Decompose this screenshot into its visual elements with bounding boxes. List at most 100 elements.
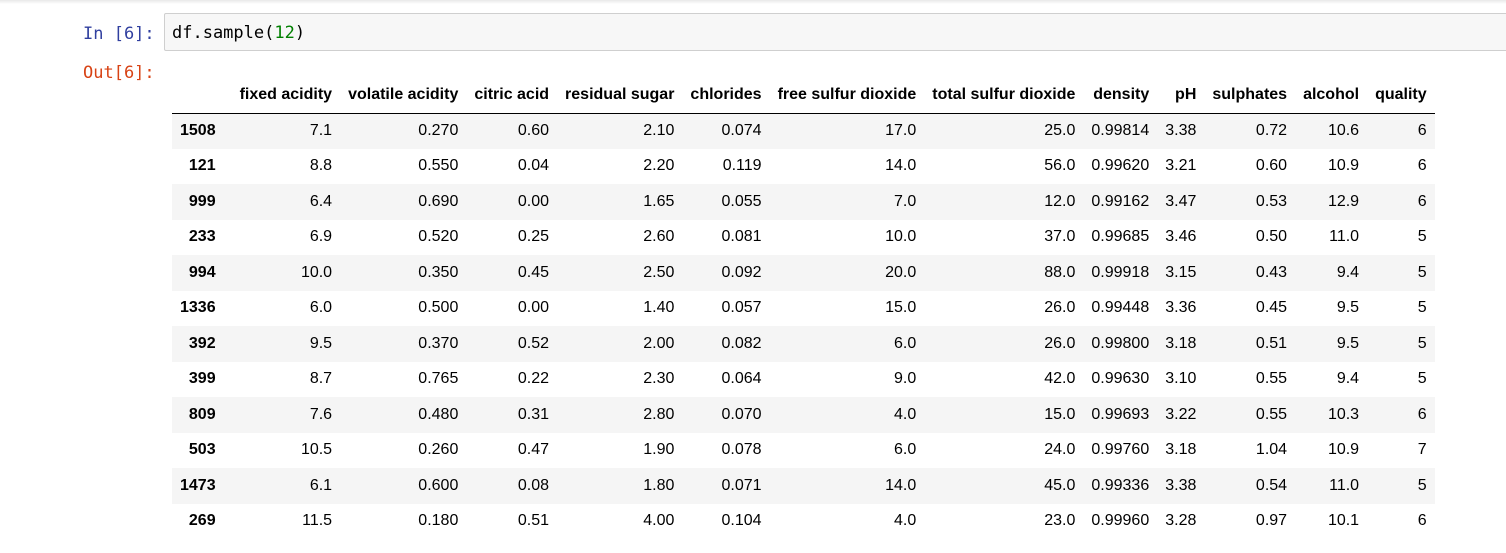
- table-cell: 6: [1417, 122, 1427, 139]
- table-cell: 0.480: [418, 405, 459, 423]
- table-header-row: fixed acidity volatile acidity citric acid…: [172, 78, 1435, 114]
- table-cell: 5: [1417, 476, 1427, 494]
- table-cell: 6: [1417, 157, 1427, 175]
- table-cell: 0.08: [517, 476, 550, 494]
- table-cell: 3.22: [1165, 405, 1197, 423]
- table-cell: 8.7: [309, 370, 333, 388]
- table-cell: 0.97: [1255, 512, 1288, 530]
- table-cell: 0.99693: [1091, 405, 1150, 423]
- column-header: free sulfur dioxide: [769, 78, 925, 114]
- table-cell: 0.45: [1255, 299, 1288, 317]
- table-cell: 1.90: [643, 441, 675, 459]
- output-prompt: Out[6]:: [83, 63, 155, 83]
- code-cell-input[interactable]: df.sample(12): [164, 13, 1506, 51]
- table-cell: 6: [1417, 512, 1427, 530]
- column-header: chlorides: [682, 78, 770, 114]
- table-cell: 7: [1417, 441, 1427, 459]
- table-cell: 10.6: [1327, 122, 1360, 139]
- table-cell: 9.0: [894, 370, 917, 388]
- table-cell: 0.081: [721, 228, 762, 246]
- table-row: 269 11.5 0.180 0.51 4.00 0.104 4.0 23.0 0.99960 3…: [172, 503, 1435, 539]
- table-cell: 0.064: [721, 370, 762, 388]
- table-cell: 0.25: [517, 228, 550, 246]
- table-cell: 0.055: [721, 192, 762, 210]
- table-cell: 26.0: [1044, 299, 1076, 317]
- column-header: alcohol: [1295, 78, 1368, 114]
- table-cell: 12.9: [1327, 192, 1360, 210]
- table-cell: 0.119: [722, 157, 762, 175]
- table-cell: 0.99620: [1091, 157, 1150, 175]
- table-cell: 0.72: [1255, 122, 1288, 139]
- table-cell: 9.5: [1336, 299, 1360, 317]
- table-cell: 0.00: [517, 299, 550, 317]
- table-cell: 0.520: [418, 228, 459, 246]
- table-cell: 2.60: [643, 228, 675, 246]
- table-cell: 0.765: [418, 370, 459, 388]
- table-row: 1473 6.1 0.600 0.08 1.80 0.071 14.0 45.0 0.99336…: [172, 468, 1435, 504]
- table-row: 1508 7.1 0.270 0.60 2.10 0.074 17.0 25.0 0.99814…: [172, 113, 1435, 149]
- table-cell: 0.550: [418, 157, 459, 175]
- table-cell: 0.50: [1255, 228, 1288, 246]
- table-cell: 0.070: [721, 405, 762, 423]
- table-cell: 6.4: [309, 192, 333, 210]
- table-cell: 5: [1417, 370, 1427, 388]
- column-header: pH: [1157, 78, 1205, 114]
- table-cell: 0.092: [721, 263, 762, 281]
- table-cell: 0.500: [418, 299, 459, 317]
- table-cell: 2.10: [643, 122, 675, 139]
- table-cell: 0.99336: [1091, 476, 1150, 494]
- row-index: 233: [188, 228, 216, 246]
- table-cell: 14.0: [885, 157, 917, 175]
- column-header: total sulfur dioxide: [924, 78, 1084, 114]
- table-cell: 7.6: [309, 405, 333, 423]
- table-cell: 3.38: [1165, 476, 1197, 494]
- table-cell: 23.0: [1044, 512, 1076, 530]
- table-cell: 56.0: [1044, 157, 1076, 175]
- table-cell: 0.260: [418, 441, 459, 459]
- table-cell: 0.078: [721, 441, 762, 459]
- table-cell: 3.18: [1165, 441, 1197, 459]
- table-cell: 3.10: [1165, 370, 1197, 388]
- table-cell: 6: [1417, 192, 1427, 210]
- table-cell: 0.55: [1255, 370, 1288, 388]
- table-row: 233 6.9 0.520 0.25 2.60 0.081 10.0 37.0 0.99685 3…: [172, 219, 1435, 255]
- table-cell: 10.9: [1327, 441, 1360, 459]
- input-prompt: In [6]:: [83, 24, 155, 44]
- table-cell: 0.47: [517, 441, 550, 459]
- table-cell: 8.8: [309, 157, 333, 175]
- table-cell: 7.1: [309, 122, 333, 139]
- table-cell: 2.50: [643, 263, 675, 281]
- row-index: 392: [188, 334, 216, 352]
- table-cell: 0.99448: [1091, 299, 1150, 317]
- table-cell: 11.0: [1329, 476, 1360, 494]
- table-cell: 2.20: [643, 157, 675, 175]
- table-cell: 10.9: [1327, 157, 1360, 175]
- table-cell: 3.28: [1165, 512, 1197, 530]
- table-cell: 0.350: [418, 263, 459, 281]
- table-cell: 4.0: [894, 405, 917, 423]
- table-cell: 5: [1417, 299, 1427, 317]
- table-cell: 14.0: [885, 476, 917, 494]
- table-cell: 2.00: [643, 334, 675, 352]
- code-line[interactable]: df.sample(12): [172, 23, 305, 43]
- table-cell: 0.270: [418, 122, 459, 139]
- table-cell: 3.38: [1165, 122, 1197, 139]
- table-cell: 12.0: [1044, 192, 1076, 210]
- column-header: citric acid: [466, 78, 558, 114]
- table-cell: 10.5: [300, 441, 333, 459]
- row-index: 809: [188, 405, 216, 423]
- table-cell: 0.99630: [1091, 370, 1150, 388]
- table-cell: 0.370: [418, 334, 459, 352]
- table-cell: 5: [1417, 263, 1427, 281]
- table-cell: 1.04: [1255, 441, 1288, 459]
- table-cell: 0.51: [517, 512, 550, 530]
- code-number-arg: 12: [274, 23, 295, 43]
- table-cell: 0.99960: [1091, 512, 1150, 530]
- table-cell: 11.5: [302, 512, 333, 530]
- table-cell: 3.46: [1165, 228, 1197, 246]
- column-header: quality: [1367, 78, 1435, 114]
- table-cell: 0.99814: [1091, 122, 1150, 139]
- table-cell: 26.0: [1044, 334, 1076, 352]
- code-prefix: df.sample(: [172, 23, 275, 43]
